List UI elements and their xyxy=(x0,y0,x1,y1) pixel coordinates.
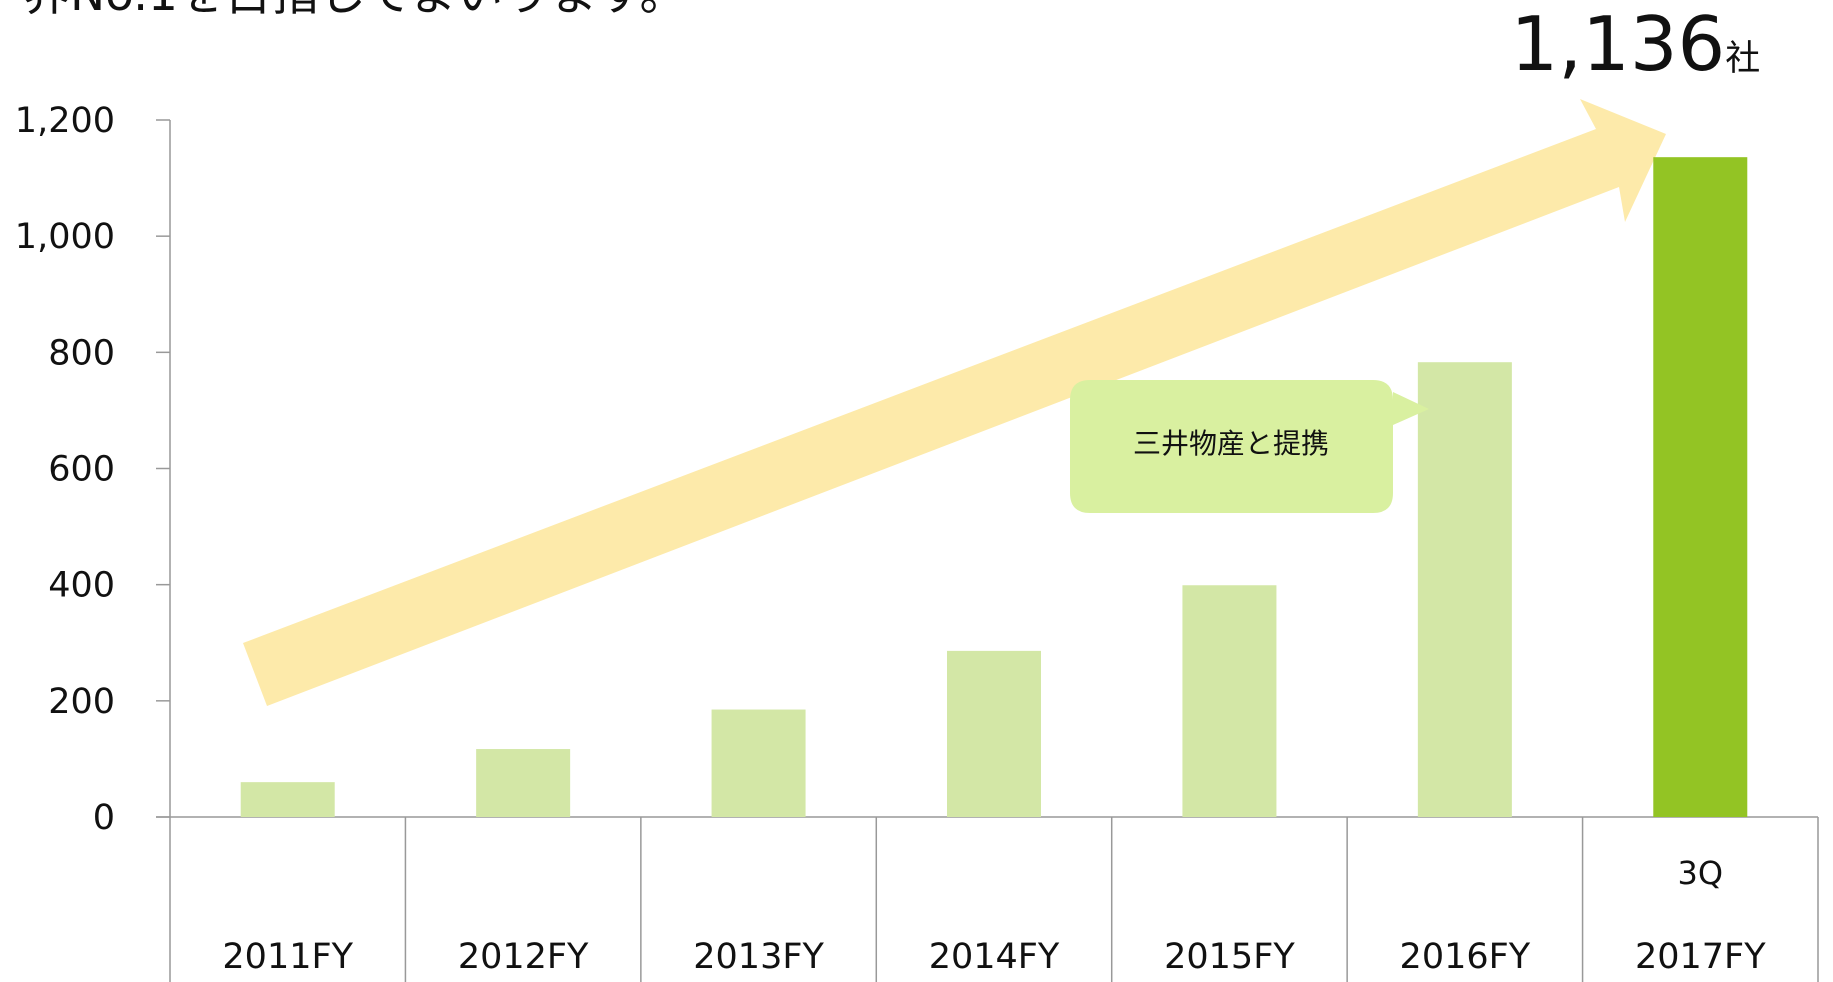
bar xyxy=(1653,157,1748,817)
callout-text: 三井物産と提携 xyxy=(1133,427,1329,460)
growth-arrow xyxy=(243,99,1666,706)
x-tick-label: 2012FY xyxy=(458,937,589,977)
bar xyxy=(476,749,571,817)
x-tick-label: 2016FY xyxy=(1400,937,1531,977)
x-tick-label: 2015FY xyxy=(1164,937,1295,977)
bar xyxy=(1417,362,1512,817)
y-tick-label: 400 xyxy=(48,566,115,606)
x-tick-label: 2011FY xyxy=(222,937,353,977)
y-tick-label: 0 xyxy=(93,798,115,838)
value-label-unit: 社 xyxy=(1725,39,1760,79)
x-sublabel: 3Q xyxy=(1678,854,1724,892)
y-tick-label: 1,000 xyxy=(15,217,115,257)
callout xyxy=(1070,380,1429,513)
value-label-number: 1,136 xyxy=(1511,0,1726,88)
bar xyxy=(711,709,806,817)
y-tick-label: 600 xyxy=(48,450,115,490)
bar xyxy=(947,650,1041,817)
x-tick-label: 2014FY xyxy=(929,937,1060,977)
y-tick-label: 200 xyxy=(48,682,115,722)
bar xyxy=(240,782,335,817)
bar xyxy=(1182,585,1277,817)
header-text: 界No.1を目指してまいります。 xyxy=(23,0,686,22)
x-tick-label: 2013FY xyxy=(693,937,824,977)
value-label: 1,136社 xyxy=(1511,0,1761,88)
x-tick-label: 2017FY xyxy=(1635,937,1766,977)
y-tick-label: 1,200 xyxy=(15,101,115,141)
y-tick-label: 800 xyxy=(48,333,115,373)
